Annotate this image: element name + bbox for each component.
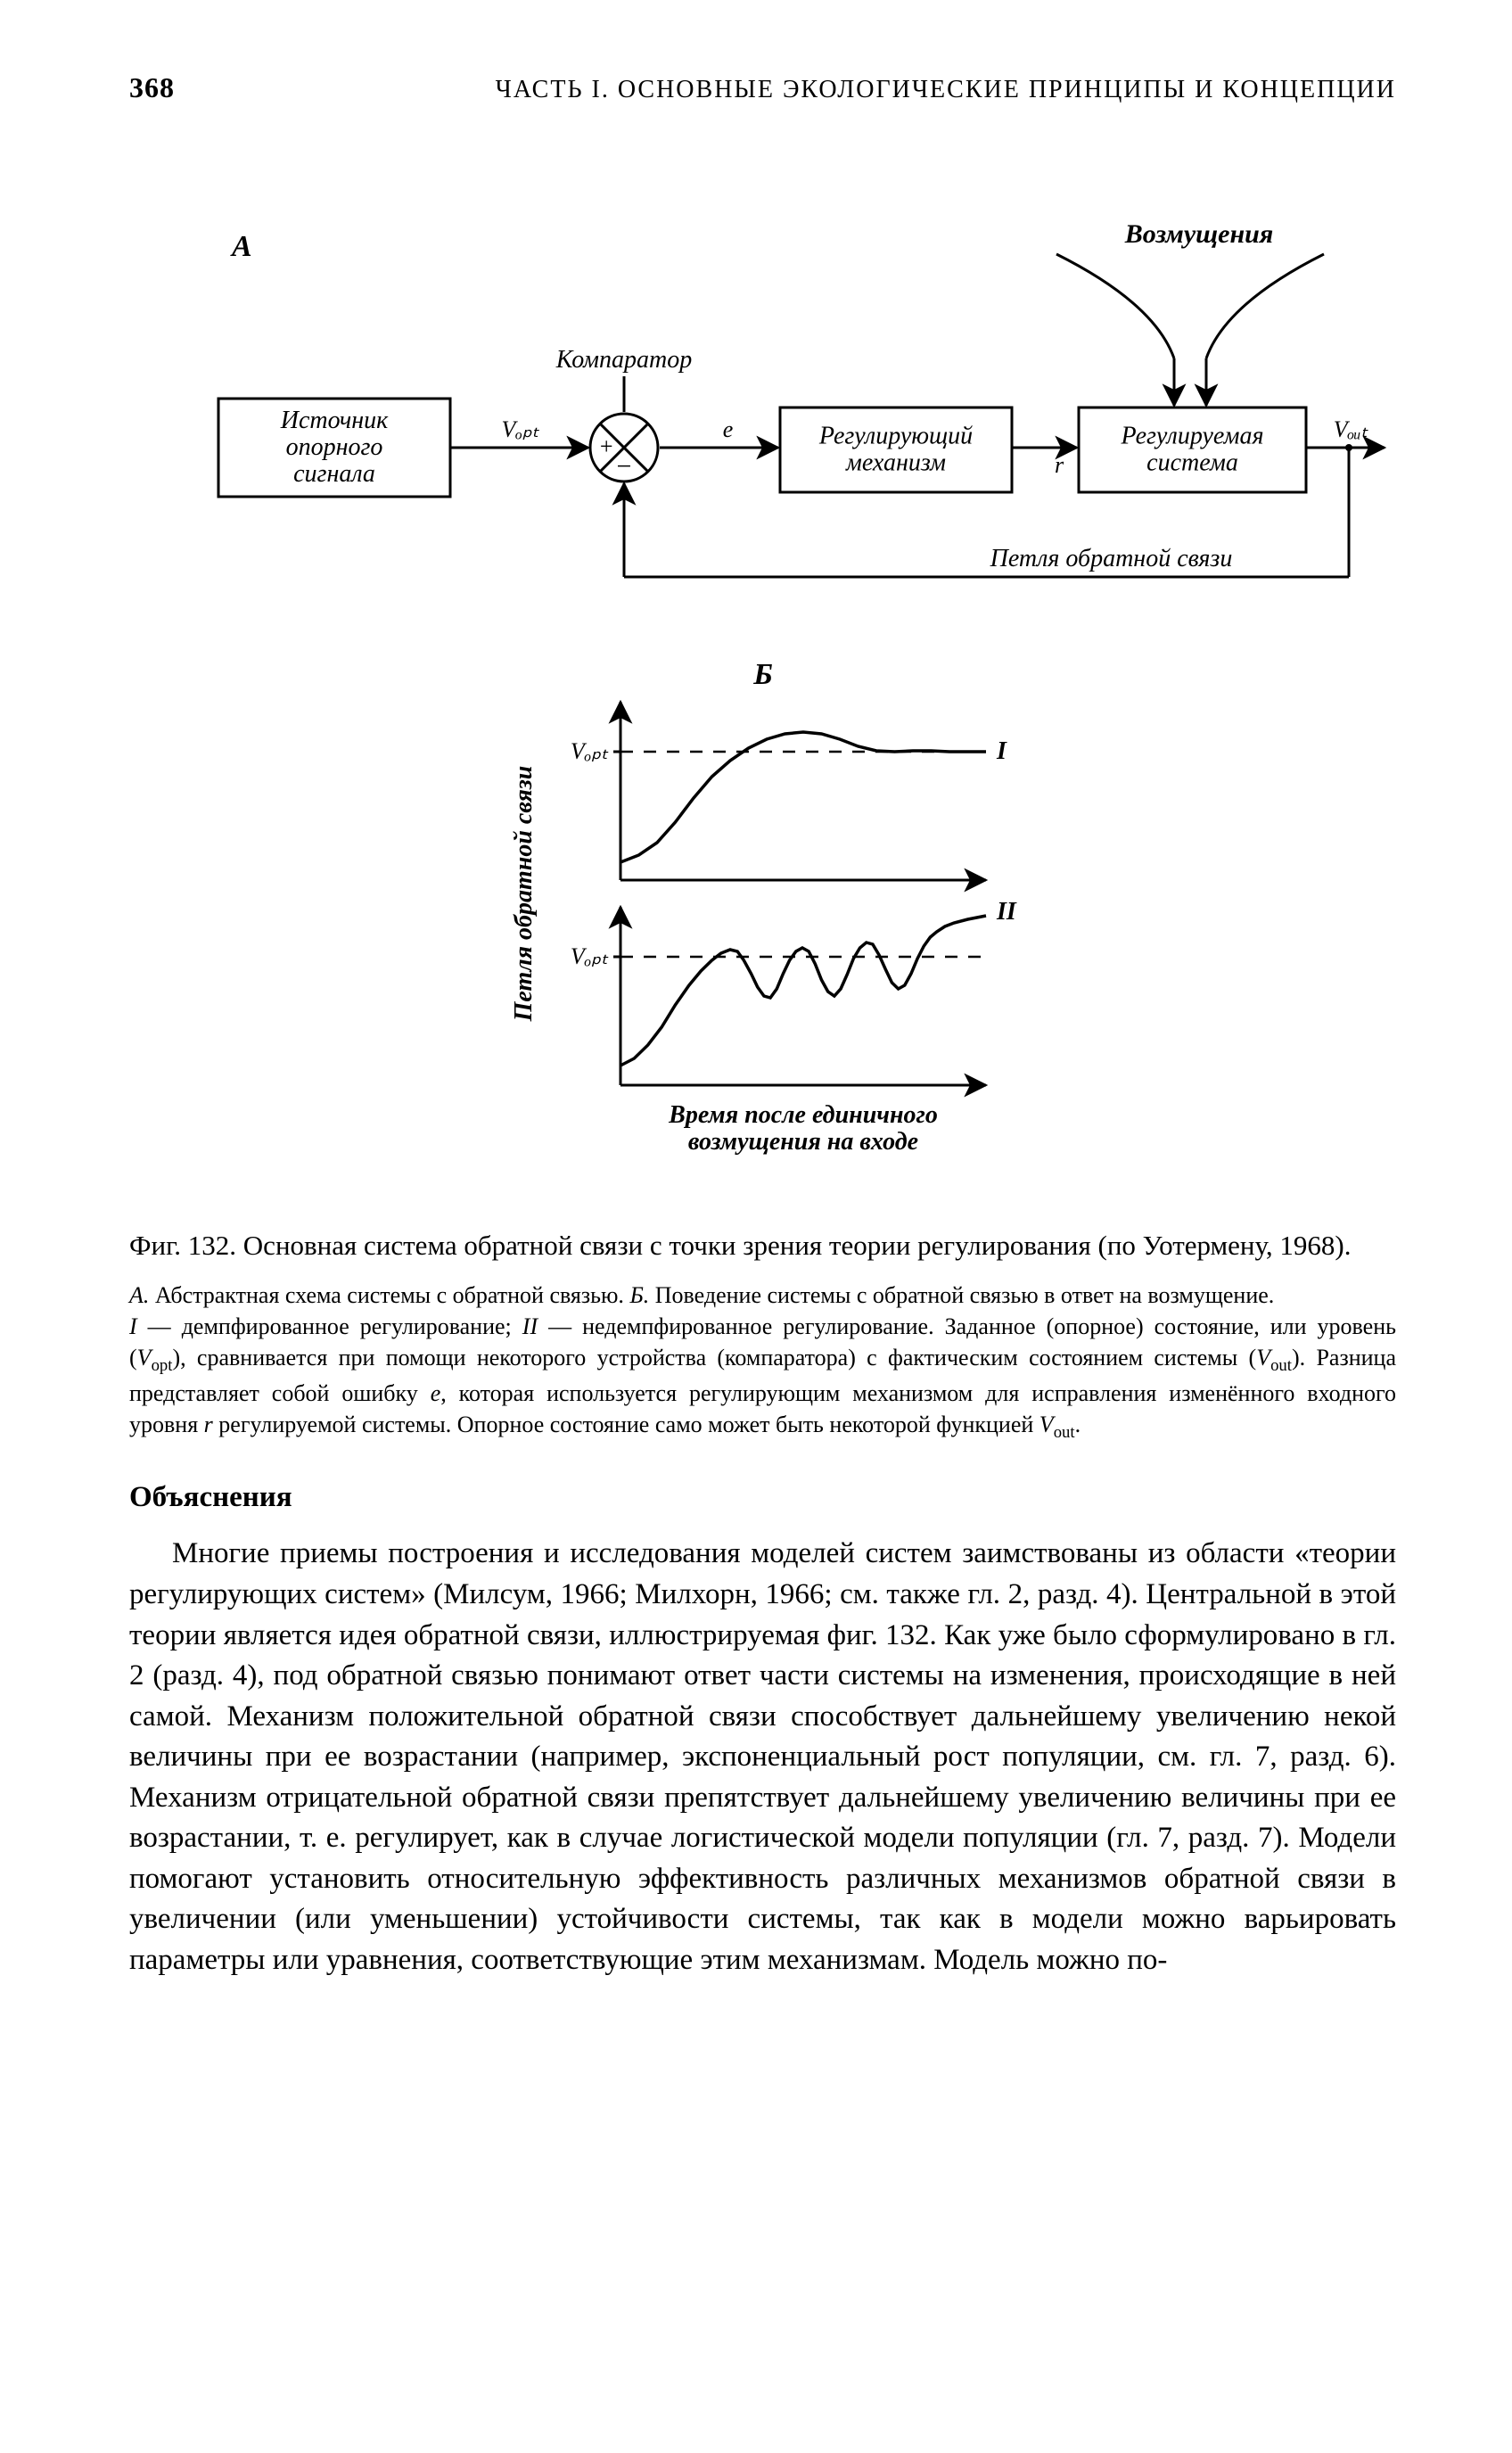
svg-text:r: r: [1055, 452, 1064, 478]
svg-text:механизм: механизм: [845, 449, 946, 477]
body-paragraph: Многие приемы построения и исследования …: [129, 1534, 1396, 1980]
plot-svg: Б Vₒₚₜ I Vₒₚₜ II Петля обратной связи Время по…: [478, 657, 1048, 1210]
svg-text:система: система: [1146, 449, 1238, 477]
svg-text:−: −: [617, 452, 632, 482]
svg-text:Vₒₚₜ: Vₒₚₜ: [501, 416, 539, 442]
svg-text:e: e: [723, 416, 734, 442]
svg-text:Возмущения: Возмущения: [1124, 219, 1274, 249]
svg-text:А: А: [230, 230, 252, 263]
svg-text:Б: Б: [752, 658, 773, 691]
svg-text:+: +: [600, 433, 613, 459]
svg-text:сигнала: сигнала: [293, 460, 375, 488]
figure-b-plots: Б Vₒₚₜ I Vₒₚₜ II Петля обратной связи Время по…: [129, 657, 1396, 1210]
figure-caption-text: Фиг. 132. Основная система обратной связ…: [129, 1230, 1352, 1261]
svg-text:возмущения на входе: возмущения на входе: [687, 1128, 917, 1156]
svg-text:II: II: [996, 898, 1017, 926]
svg-text:Петля обратной связи: Петля обратной связи: [510, 766, 538, 1023]
figure-a-block-diagram: А Возмущения Источникопорногосигнала Регули…: [129, 140, 1396, 639]
svg-text:Источник: Источник: [280, 407, 389, 434]
svg-text:I: I: [996, 737, 1007, 765]
svg-text:Vₒₚₜ: Vₒₚₜ: [570, 943, 608, 969]
section-heading: Объяснения: [129, 1481, 1396, 1514]
svg-text:Vₒₚₜ: Vₒₚₜ: [570, 738, 608, 764]
section-title: ЧАСТЬ I. ОСНОВНЫЕ ЭКОЛОГИЧЕСКИЕ ПРИНЦИПЫ…: [496, 76, 1396, 104]
svg-text:опорного: опорного: [286, 433, 383, 461]
svg-text:Vₒᵤₜ: Vₒᵤₜ: [1334, 416, 1369, 442]
svg-text:Время после единичного: Время после единичного: [668, 1101, 938, 1129]
svg-text:Петля обратной связи: Петля обратной связи: [990, 545, 1233, 572]
svg-text:Компаратор: Компаратор: [555, 346, 693, 374]
figure-subcaption: А. Абстрактная схема системы с обратной …: [129, 1280, 1396, 1444]
svg-text:Регулируемая: Регулируемая: [1120, 423, 1263, 450]
page: 368 ЧАСТЬ I. ОСНОВНЫЕ ЭКОЛОГИЧЕСКИЕ ПРИН…: [0, 0, 1512, 2453]
svg-text:Регулирующий: Регулирующий: [818, 423, 973, 450]
running-header: 368 ЧАСТЬ I. ОСНОВНЫЕ ЭКОЛОГИЧЕСКИЕ ПРИН…: [129, 71, 1396, 104]
page-number: 368: [129, 71, 175, 104]
diagram-svg: А Возмущения Источникопорногосигнала Регули…: [129, 140, 1395, 639]
figure-caption: Фиг. 132. Основная система обратной связ…: [129, 1228, 1396, 1264]
